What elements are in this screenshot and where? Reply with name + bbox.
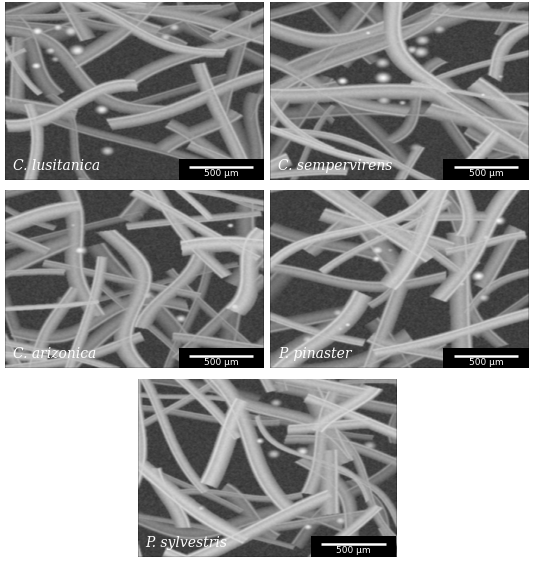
Text: 500 μm: 500 μm [469, 170, 504, 178]
Bar [178, 348, 264, 369]
Text: C. sempervirens: C. sempervirens [278, 159, 392, 173]
Bar [311, 536, 396, 557]
Text: 500 μm: 500 μm [469, 358, 504, 367]
Text: 500 μm: 500 μm [204, 358, 239, 367]
Text: C. arizonica: C. arizonica [13, 347, 96, 361]
Text: 500 μm: 500 μm [336, 546, 371, 555]
Text: C. lusitanica: C. lusitanica [13, 159, 100, 173]
Bar [443, 159, 529, 180]
Bar [178, 159, 264, 180]
Text: P. sylvestris: P. sylvestris [146, 536, 227, 549]
Text: 500 μm: 500 μm [204, 170, 239, 178]
Text: P. pinaster: P. pinaster [278, 347, 351, 361]
Bar [443, 348, 529, 369]
